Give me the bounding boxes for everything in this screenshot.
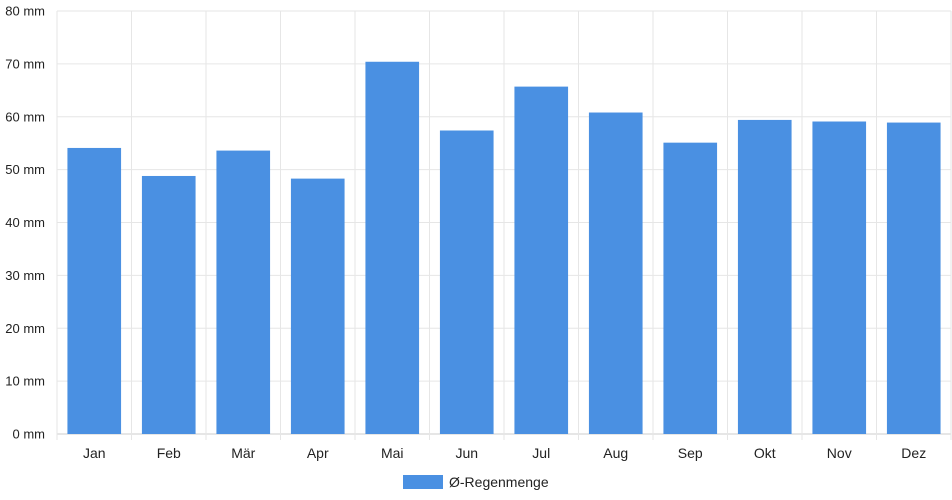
y-tick-label: 70 mm (5, 56, 45, 71)
y-tick-label: 40 mm (5, 215, 45, 230)
y-tick-label: 10 mm (5, 374, 45, 389)
x-tick-label: Jun (455, 445, 478, 461)
grid-lines (56, 10, 952, 440)
x-tick-label: Nov (827, 445, 852, 461)
y-tick-label: 0 mm (13, 427, 46, 442)
x-tick-label: Feb (157, 445, 181, 461)
x-axis-ticks: Jan Feb Mär Apr Mai Jun Jul Aug Sep Okt Nov Dez (83, 445, 926, 461)
y-tick-label: 30 mm (5, 268, 45, 283)
bar-jun[interactable] (439, 130, 494, 434)
bar-mär[interactable] (216, 150, 271, 434)
y-tick-label: 80 mm (5, 4, 45, 19)
x-tick-label: Aug (603, 445, 628, 461)
x-tick-label: Sep (678, 445, 703, 461)
x-tick-label: Jan (83, 445, 106, 461)
x-tick-label: Okt (754, 445, 776, 461)
bar-mai[interactable] (365, 61, 420, 434)
bars (67, 61, 941, 435)
legend-label[interactable]: Ø-Regenmenge (449, 474, 549, 490)
bar-feb[interactable] (141, 175, 196, 434)
bar-jan[interactable] (67, 147, 122, 435)
x-tick-label: Mär (231, 445, 255, 461)
x-tick-label: Jul (532, 445, 550, 461)
bar-dez[interactable] (886, 122, 941, 434)
x-tick-label: Mai (381, 445, 404, 461)
y-axis-ticks: 0 mm 10 mm 20 mm 30 mm 40 mm 50 mm 60 mm 70 mm 8… (5, 4, 45, 442)
y-tick-label: 20 mm (5, 321, 45, 336)
bar-aug[interactable] (588, 112, 643, 435)
x-tick-label: Dez (901, 445, 926, 461)
bar-sep[interactable] (663, 142, 718, 434)
bar-jul[interactable] (514, 86, 569, 434)
y-tick-label: 60 mm (5, 109, 45, 124)
x-tick-label: Apr (307, 445, 329, 461)
y-tick-label: 50 mm (5, 162, 45, 177)
bar-nov[interactable] (812, 121, 867, 434)
legend[interactable]: Ø-Regenmenge (403, 474, 549, 490)
bar-okt[interactable] (737, 119, 792, 435)
bar-apr[interactable] (290, 178, 345, 434)
legend-swatch[interactable] (403, 475, 443, 489)
